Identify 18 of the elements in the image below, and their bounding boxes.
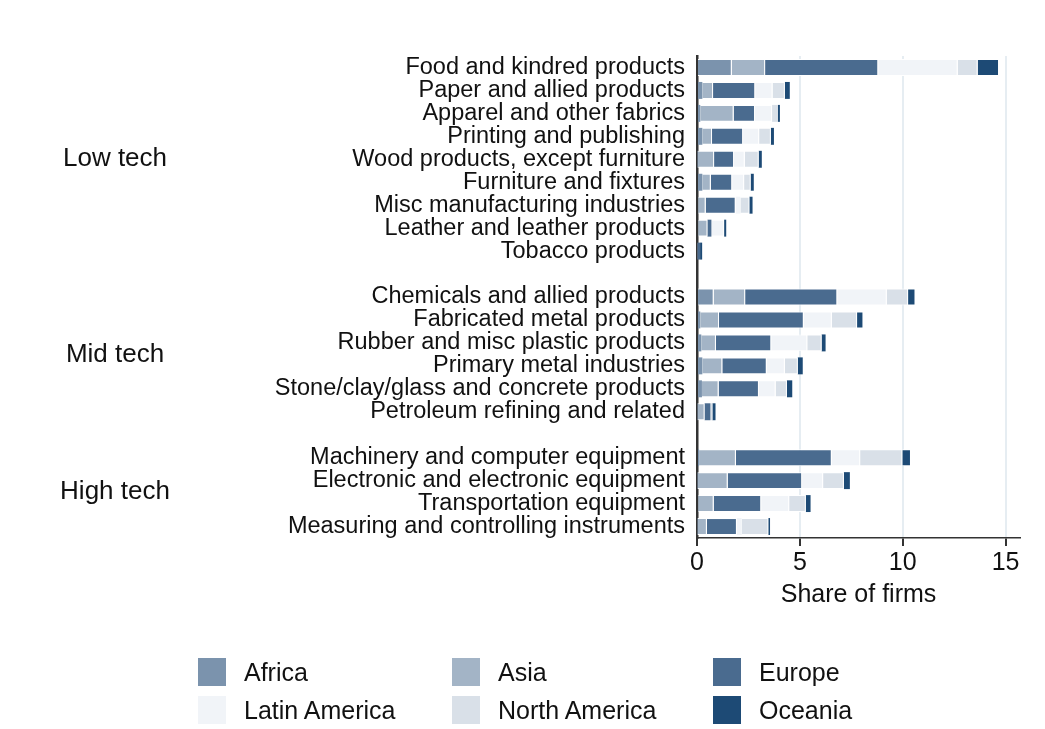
x-axis-title: Share of firms <box>780 578 937 607</box>
legend-label: North America <box>498 695 657 725</box>
x-tick-label: 15 <box>991 546 1020 575</box>
legend-label: Oceania <box>759 695 853 725</box>
text: Mid tech <box>65 337 165 368</box>
legend-label: Europe <box>759 657 840 687</box>
x-tick-label: 5 <box>792 546 807 575</box>
y-tick-label: Food and kindred products <box>405 52 685 79</box>
legend-label: Asia <box>498 657 547 687</box>
legend-label: Latin America <box>244 695 396 725</box>
y-tick-label: Machinery and computer equipment <box>310 443 686 470</box>
x-tick-label: 0 <box>690 546 704 575</box>
y-tick-label: Chemicals and allied products <box>371 282 685 309</box>
text: Low tech <box>62 142 168 173</box>
text: High tech <box>60 475 170 506</box>
y-tick-label: Misc manufacturing industries <box>374 190 685 217</box>
legend-label: Africa <box>244 657 308 687</box>
x-tick-label: 10 <box>888 546 917 575</box>
